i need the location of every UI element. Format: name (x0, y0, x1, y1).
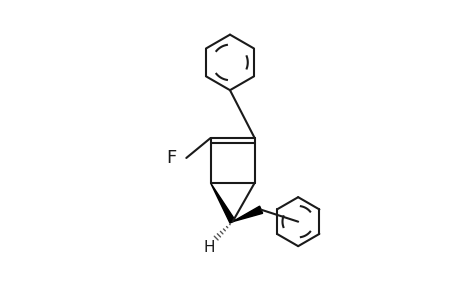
Polygon shape (232, 206, 262, 222)
Text: F: F (166, 149, 176, 167)
Polygon shape (210, 183, 235, 223)
Text: H: H (203, 240, 214, 255)
